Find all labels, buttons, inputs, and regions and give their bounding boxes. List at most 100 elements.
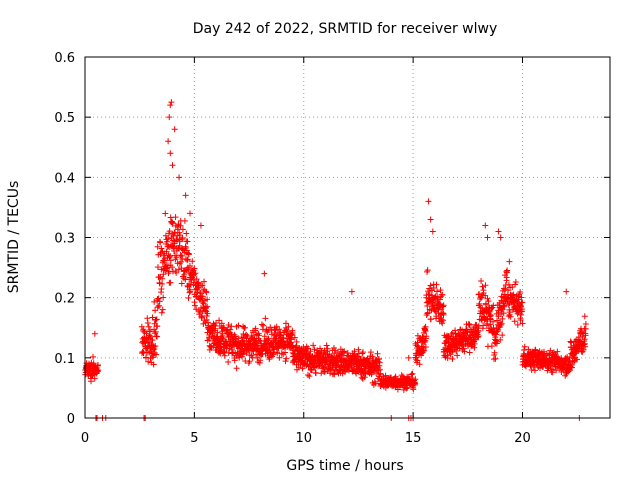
data-point xyxy=(165,235,172,242)
data-point xyxy=(204,337,211,344)
data-point xyxy=(553,367,560,374)
data-point xyxy=(321,369,328,376)
data-point xyxy=(282,358,289,365)
data-point xyxy=(581,313,588,320)
data-point xyxy=(466,349,473,356)
data-point xyxy=(187,288,194,295)
data-point xyxy=(152,328,159,335)
data-point xyxy=(95,367,102,374)
data-point xyxy=(158,285,165,292)
data-point xyxy=(578,329,585,336)
data-point xyxy=(503,268,510,275)
data-point xyxy=(158,245,165,252)
data-point xyxy=(185,251,192,258)
data-point xyxy=(293,338,300,345)
data-point xyxy=(168,99,175,106)
data-point xyxy=(505,281,512,288)
data-point xyxy=(179,226,186,233)
y-tick-label: 0.3 xyxy=(54,232,75,247)
data-point xyxy=(165,270,172,277)
data-point xyxy=(169,162,176,169)
data-point xyxy=(452,330,459,337)
data-point xyxy=(271,346,278,353)
data-point xyxy=(424,302,431,309)
data-point xyxy=(258,321,265,328)
data-point xyxy=(348,288,355,295)
data-point xyxy=(440,317,447,324)
x-tick-label: 0 xyxy=(81,431,89,446)
data-point xyxy=(324,345,331,352)
data-point xyxy=(507,313,514,320)
data-point xyxy=(145,323,152,330)
data-point xyxy=(240,351,247,358)
data-point xyxy=(169,220,176,227)
data-point xyxy=(274,350,281,357)
data-point xyxy=(193,276,200,283)
data-point xyxy=(91,330,98,337)
chart-title: Day 242 of 2022, SRMTID for receiver wlw… xyxy=(193,21,498,37)
data-point xyxy=(425,288,432,295)
data-point xyxy=(521,346,528,353)
data-point xyxy=(471,340,478,347)
data-point xyxy=(449,356,456,363)
data-point xyxy=(261,333,268,340)
data-point xyxy=(482,300,489,307)
data-point xyxy=(331,371,338,378)
data-point xyxy=(436,296,443,303)
data-point xyxy=(504,267,511,274)
data-point xyxy=(149,314,156,321)
data-point xyxy=(278,350,285,357)
data-point xyxy=(461,348,468,355)
data-point xyxy=(521,343,528,350)
data-point xyxy=(479,283,486,290)
data-point xyxy=(166,254,173,261)
data-point xyxy=(481,316,488,323)
data-point xyxy=(268,331,275,338)
data-point xyxy=(568,339,575,346)
data-point xyxy=(276,354,283,361)
data-point xyxy=(427,316,434,323)
y-tick-label: 0.2 xyxy=(54,292,75,307)
data-point xyxy=(433,281,440,288)
data-point xyxy=(147,333,154,340)
data-point xyxy=(154,243,161,250)
data-point xyxy=(154,323,161,330)
data-point xyxy=(145,358,152,365)
data-point xyxy=(214,329,221,336)
data-point xyxy=(163,265,170,272)
data-point xyxy=(183,230,190,237)
data-point xyxy=(312,370,319,377)
data-point xyxy=(482,282,489,289)
data-point xyxy=(439,291,446,298)
data-point xyxy=(424,309,431,316)
data-point xyxy=(260,322,267,329)
data-point xyxy=(304,371,311,378)
data-point xyxy=(414,357,421,364)
data-point xyxy=(94,361,101,368)
y-tick-label: 0.6 xyxy=(54,51,75,66)
data-point xyxy=(177,252,184,259)
data-point xyxy=(154,264,161,271)
data-point xyxy=(153,351,160,358)
data-point xyxy=(484,234,491,241)
data-point xyxy=(157,239,164,246)
data-point xyxy=(191,265,198,272)
data-point xyxy=(474,334,481,341)
data-point xyxy=(236,354,243,361)
data-point xyxy=(167,279,174,286)
data-point xyxy=(203,289,210,296)
data-point xyxy=(209,330,216,337)
data-point xyxy=(235,322,242,329)
data-point xyxy=(184,238,191,245)
x-tick-label: 15 xyxy=(405,431,422,446)
data-point xyxy=(144,315,151,322)
data-point xyxy=(173,236,180,243)
data-point xyxy=(440,311,447,318)
data-point xyxy=(161,257,168,264)
data-point xyxy=(273,333,280,340)
data-point xyxy=(499,332,506,339)
data-point xyxy=(359,349,366,356)
data-point xyxy=(353,370,360,377)
data-point xyxy=(233,365,240,372)
